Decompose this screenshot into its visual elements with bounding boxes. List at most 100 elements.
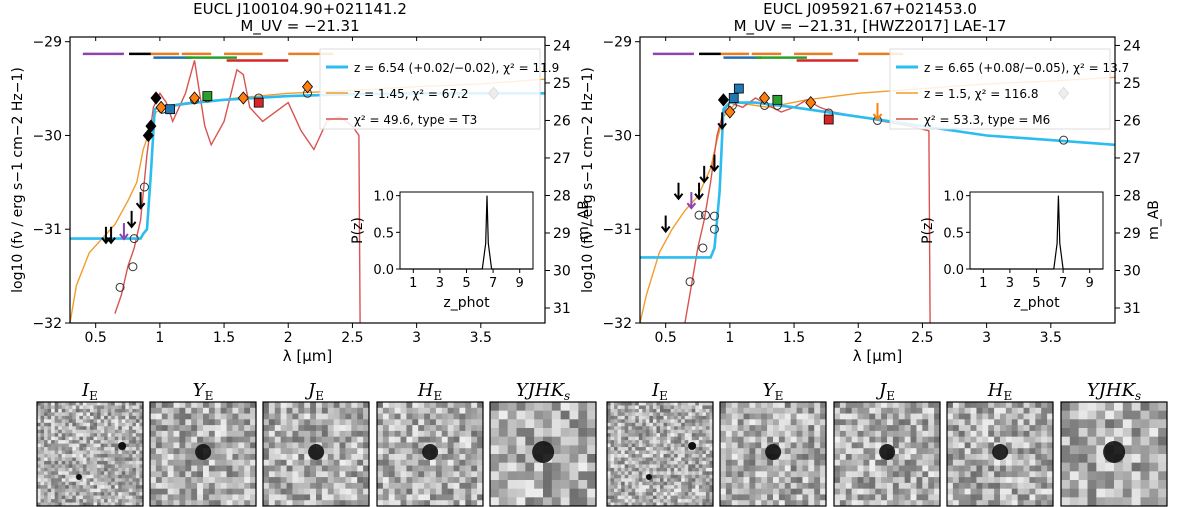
stamp-pixel	[1029, 471, 1036, 478]
stamp-pixel	[214, 482, 221, 489]
stamp-pixel	[691, 495, 696, 500]
stamp-pixel	[578, 436, 588, 446]
stamp-pixel	[100, 447, 105, 451]
stamp-pixel	[1029, 454, 1036, 461]
stamp-pixel	[471, 448, 478, 455]
stamp-pixel	[863, 436, 870, 443]
stamp-pixel	[135, 436, 140, 441]
stamp-pixel	[1105, 497, 1115, 507]
stamp-pixel	[660, 440, 664, 444]
stamp-pixel	[1035, 494, 1042, 501]
stamp-pixel	[1096, 454, 1106, 463]
stamp-pixel	[767, 425, 774, 432]
stamp-pixel	[1158, 497, 1168, 507]
stamp-pixel	[114, 492, 119, 496]
stamp-pixel	[274, 454, 281, 461]
stamp-pixel	[400, 500, 407, 507]
stamp-pixel	[238, 402, 245, 409]
stamp-pixel	[652, 412, 657, 417]
stamp-pixel	[988, 430, 995, 437]
stamp-pixel	[75, 454, 80, 458]
stamp-pixel	[642, 485, 647, 489]
stamp-pixel	[388, 402, 395, 409]
stamp-pixel	[681, 499, 686, 503]
stamp-pixel	[377, 494, 384, 501]
stamp-pixel	[624, 495, 629, 500]
stamp-pixel	[645, 502, 650, 507]
stamp-pixel	[44, 447, 48, 451]
stamp-pixel	[737, 465, 744, 472]
stamp-pixel	[292, 494, 299, 501]
stamp-pixel	[720, 430, 727, 437]
stamp-pixel	[994, 494, 1001, 501]
stamp-pixel	[498, 402, 508, 411]
stamp-pixel	[471, 494, 478, 501]
stamp-pixel	[834, 459, 841, 466]
stamp-pixel	[333, 488, 340, 495]
stamp-pixel	[298, 482, 305, 489]
stamp-pixel	[652, 440, 657, 444]
stamp-pixel	[660, 499, 664, 503]
stamp-pixel	[702, 457, 707, 462]
stamp-pixel	[635, 502, 640, 507]
stamp-pixel	[1011, 402, 1018, 409]
stamp-pixel	[61, 447, 66, 451]
stamp-pixel	[934, 436, 941, 443]
stamp-pixel	[316, 419, 323, 426]
stamp-pixel	[47, 478, 52, 483]
stamp-pixel	[61, 471, 66, 476]
stamp-pixel	[128, 457, 133, 462]
stamp-pixel	[357, 500, 364, 507]
stamp-pixel	[543, 497, 553, 507]
stamp-pixel	[834, 407, 841, 414]
stamp-pixel	[226, 425, 233, 432]
stamp-pixel	[37, 440, 41, 444]
stamp-pixel	[400, 477, 407, 484]
stamp-pixel	[111, 429, 116, 434]
stamp-pixel	[642, 492, 647, 496]
stamp-pixel	[54, 457, 59, 462]
stamp-pixel	[607, 433, 611, 437]
stamp-pixel	[743, 425, 750, 432]
stamp-pixel	[773, 488, 780, 495]
stamp-pixel	[471, 442, 478, 449]
stamp-pixel	[1011, 494, 1018, 501]
stamp-pixel	[286, 436, 293, 443]
stamp-pixel	[65, 492, 70, 496]
stamp-pixel	[892, 448, 900, 455]
stamp-pixel	[135, 495, 140, 500]
stamp-pixel	[845, 488, 852, 495]
stamp-pixel	[1140, 497, 1150, 507]
stamp-pixel	[881, 402, 888, 409]
stamp-pixel	[104, 415, 108, 420]
stamp-pixel	[72, 502, 77, 507]
stamp-pixel	[44, 471, 48, 476]
stamp-pixel	[304, 407, 311, 414]
stamp-pixel	[54, 436, 59, 441]
stamp-pixel	[47, 426, 52, 431]
stamp-pixel	[128, 454, 133, 458]
stamp-pixel	[139, 440, 144, 444]
stamp-pixel	[1023, 500, 1030, 507]
stamp-pixel	[691, 502, 696, 507]
stamp-pixel	[490, 497, 500, 507]
stamp-pixel	[670, 481, 675, 486]
stamp-pixel	[934, 430, 941, 437]
stamp-pixel	[321, 477, 329, 484]
right-legend-label: z = 6.65 (+0.08/−0.05), χ² = 13.7	[924, 61, 1129, 75]
stamp-pixel	[173, 500, 180, 507]
stamp-pixel	[607, 467, 611, 472]
stamp-pixel	[1061, 445, 1071, 455]
stamp-pixel	[621, 422, 625, 427]
stamp-pixel	[695, 488, 700, 493]
stamp-pixel	[114, 408, 119, 413]
right-axes-frame	[639, 36, 1116, 324]
stamp-pixel	[681, 408, 686, 413]
stamp-pixel	[430, 471, 437, 478]
stamp-pixel	[97, 478, 101, 483]
stamp-pixel	[725, 436, 733, 443]
stamp-pixel	[617, 495, 622, 500]
stamp-pixel	[47, 492, 52, 496]
stamp-pixel	[635, 440, 640, 444]
stamp-pixel	[834, 465, 841, 472]
